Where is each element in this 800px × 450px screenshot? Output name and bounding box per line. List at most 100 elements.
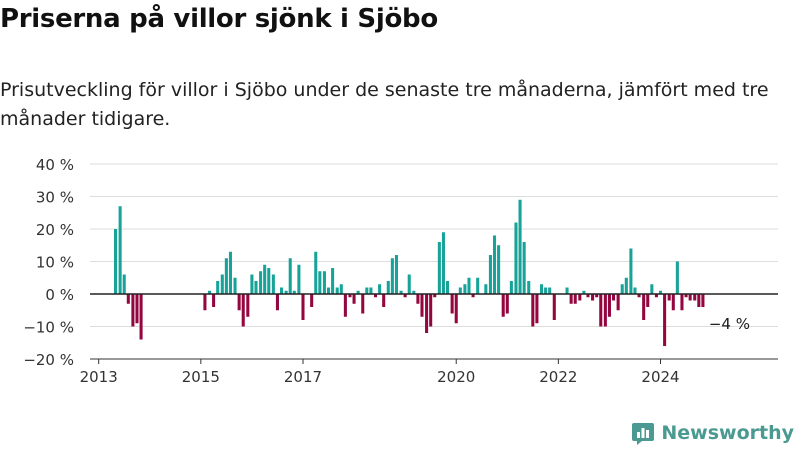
bar xyxy=(667,294,671,301)
bar xyxy=(297,264,301,294)
bar xyxy=(390,258,394,294)
bar xyxy=(416,294,420,304)
y-tick-label: 10 % xyxy=(36,254,74,272)
bar xyxy=(501,294,505,317)
bar xyxy=(250,274,254,294)
bar xyxy=(207,290,212,294)
bar xyxy=(450,294,454,314)
bar xyxy=(671,294,675,311)
bar xyxy=(548,287,552,294)
bar xyxy=(420,294,424,317)
bar xyxy=(650,284,654,294)
last-value-annotation: −4 % xyxy=(709,315,750,333)
bar xyxy=(114,229,118,294)
bar xyxy=(578,294,582,301)
bar xyxy=(339,284,343,294)
bar xyxy=(246,294,250,317)
bar xyxy=(586,294,590,298)
bar xyxy=(259,271,263,294)
bar xyxy=(335,287,339,294)
x-tick-label: 2013 xyxy=(80,368,118,386)
bar xyxy=(429,294,433,327)
annotations: −4 % xyxy=(709,315,750,333)
bar xyxy=(539,284,544,294)
bar-chart: 40 %30 %20 %10 %0 %−10 %−20 % 2013 2015 20… xyxy=(23,156,778,386)
chart-title: Priserna på villor sjönk i Sjöbo xyxy=(0,4,438,34)
bar xyxy=(505,294,509,314)
bar xyxy=(254,281,258,294)
bar xyxy=(522,242,526,294)
bar xyxy=(216,281,220,294)
bar xyxy=(233,277,237,294)
y-axis-tick-labels: 40 % 30 % 20 % 10 % 0 % −10 % −20 % xyxy=(23,156,74,369)
bar xyxy=(599,294,603,327)
bar xyxy=(688,294,692,301)
bar xyxy=(471,294,475,298)
bar xyxy=(675,261,679,294)
y-tick-label: 0 % xyxy=(45,286,74,304)
bar xyxy=(680,294,684,311)
x-tick-label: 2020 xyxy=(437,368,475,386)
bar xyxy=(267,268,271,294)
bar xyxy=(437,242,441,294)
y-tick-label: 30 % xyxy=(36,189,74,207)
bar xyxy=(535,294,539,324)
brand-name: Newsworthy xyxy=(661,422,794,444)
bar xyxy=(458,287,462,294)
bar xyxy=(382,294,386,307)
x-tick-label: 2024 xyxy=(641,368,679,386)
bar xyxy=(565,287,569,294)
bar xyxy=(284,290,288,294)
bar xyxy=(454,294,458,324)
bar xyxy=(131,294,135,327)
bar xyxy=(318,271,322,294)
bar xyxy=(544,287,548,294)
bar xyxy=(271,274,275,294)
bar xyxy=(280,287,284,294)
bar xyxy=(620,284,624,294)
x-tick-label: 2017 xyxy=(284,368,322,386)
bar xyxy=(684,294,688,298)
bar xyxy=(582,290,586,294)
bar xyxy=(497,245,501,294)
bar xyxy=(314,251,318,294)
bar xyxy=(531,294,535,327)
bar xyxy=(697,294,701,307)
bar xyxy=(446,281,450,294)
x-axis: 2013 2015 2017 2020 2022 2024 xyxy=(80,293,778,386)
bar xyxy=(356,290,360,294)
bar xyxy=(399,290,403,294)
bar xyxy=(126,294,130,304)
bar xyxy=(595,294,599,298)
chart-subtitle: Prisutveckling för villor i Sjöbo under … xyxy=(0,79,769,130)
bar xyxy=(642,294,646,320)
bar xyxy=(612,294,616,301)
bar xyxy=(552,294,556,320)
y-tick-label: 20 % xyxy=(36,221,74,239)
bar xyxy=(224,258,228,294)
bar xyxy=(220,274,224,294)
bar xyxy=(237,294,241,311)
bar xyxy=(122,274,126,294)
bar xyxy=(365,287,369,294)
bar xyxy=(301,294,305,320)
y-tick-label: 40 % xyxy=(36,156,74,174)
bar xyxy=(629,248,633,294)
bar xyxy=(241,294,245,327)
bars xyxy=(114,199,705,346)
bar xyxy=(412,290,416,294)
bar xyxy=(228,251,232,294)
bar xyxy=(292,290,296,294)
bar xyxy=(527,281,531,294)
bar xyxy=(633,287,637,294)
bar xyxy=(607,294,611,317)
bar xyxy=(509,281,513,294)
bar xyxy=(394,255,398,294)
bar xyxy=(288,258,292,294)
bar xyxy=(352,294,356,304)
bar xyxy=(624,277,628,294)
bar xyxy=(403,294,407,298)
x-tick-label: 2022 xyxy=(539,368,577,386)
bar xyxy=(488,255,492,294)
bar xyxy=(212,294,216,307)
